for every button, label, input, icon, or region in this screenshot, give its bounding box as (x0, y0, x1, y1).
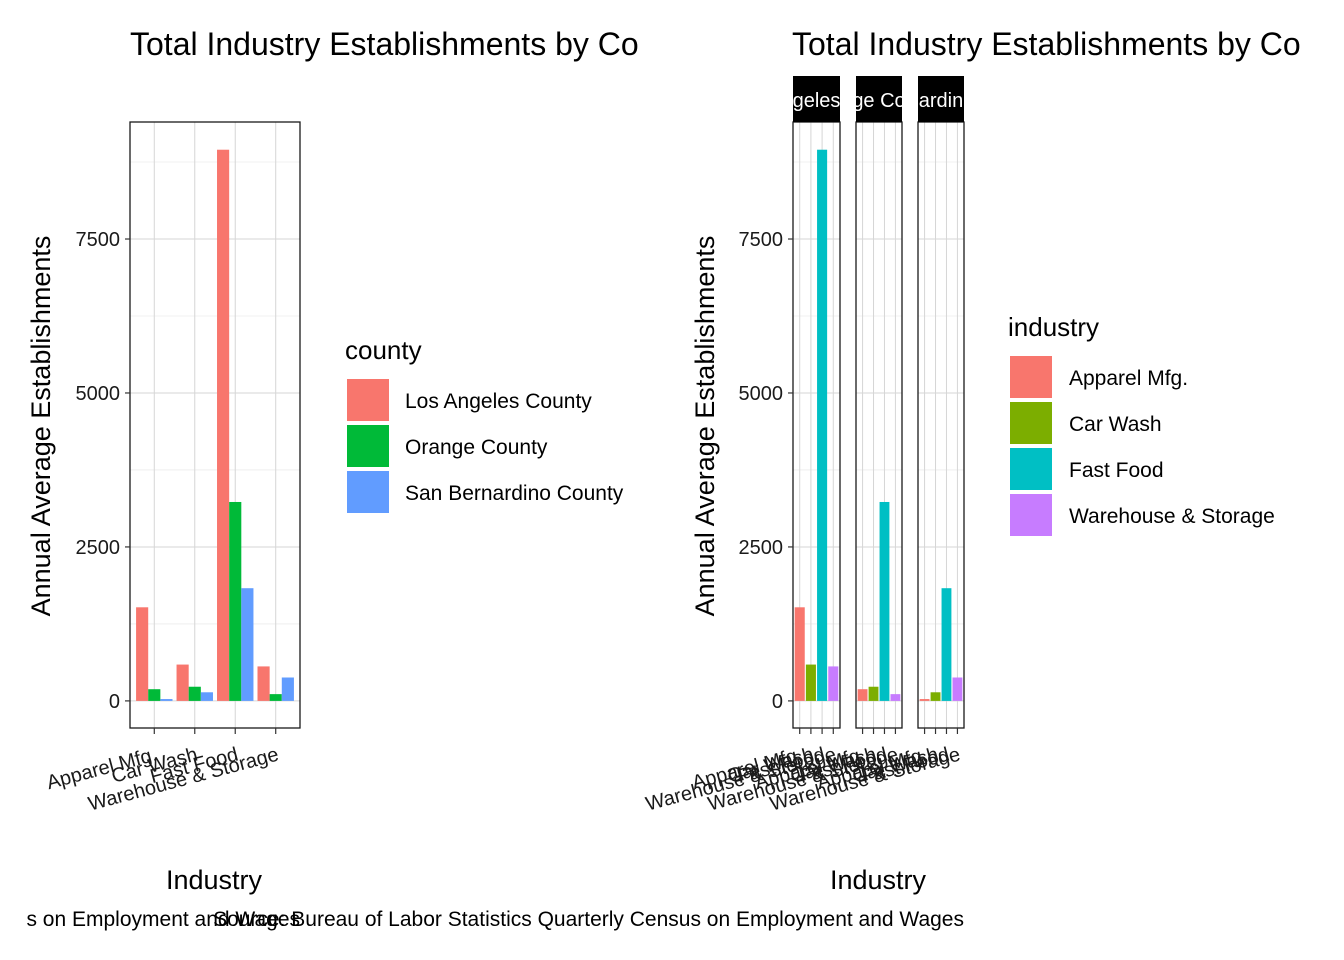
left-chart: Total Industry Establishments by Co 0 250… (26, 26, 639, 895)
left-y-axis-title: Annual Average Establishments (26, 236, 56, 617)
legend-key (347, 425, 389, 467)
left-panel-border (129, 121, 301, 729)
legend-key (1010, 402, 1052, 444)
facet-bar-2-1 (930, 692, 941, 701)
y-tick-label: 0 (109, 691, 120, 713)
right-x-axis-title: Industry (830, 865, 927, 895)
facet-bar-0-3 (828, 666, 839, 701)
legend-label: Warehouse & Storage (1069, 505, 1275, 528)
facet-bar-1-1 (868, 686, 879, 701)
facet-bar-0-2 (817, 149, 828, 701)
right-chart-title: Total Industry Establishments by Co (792, 26, 1301, 62)
left-legend: county Los Angeles County Orange County Sa… (345, 335, 624, 513)
left-caption: s on Employment and Wages (26, 908, 300, 931)
right-chart: Total Industry Establishments by Co gele… (644, 26, 1301, 895)
bar-san-bernardino-county-2 (241, 588, 254, 701)
facet-bar-2-2 (941, 588, 952, 701)
facet-bar-1-0 (857, 689, 868, 701)
facet-bar-1-3 (890, 694, 901, 701)
bar-orange-county-2 (229, 501, 242, 701)
left-x-axis-title: Industry (166, 865, 263, 895)
left-legend-title: county (345, 335, 422, 365)
right-y-axis-title: Annual Average Establishments (690, 236, 720, 617)
right-legend-title: industry (1008, 312, 1099, 342)
facet-panel: ardin (917, 76, 965, 729)
legend-label: Los Angeles County (405, 390, 592, 413)
legend-key (1010, 494, 1052, 536)
right-y-axis: 0 2500 5000 7500 (739, 229, 793, 713)
left-plot-panel (129, 121, 301, 729)
y-tick-label: 7500 (76, 229, 121, 251)
legend-key (1010, 356, 1052, 398)
facet-strip (793, 76, 840, 122)
bar-los-angeles-county-2 (217, 149, 230, 701)
bar-orange-county-1 (188, 686, 201, 701)
y-tick-label: 2500 (76, 537, 121, 559)
legend-key (347, 379, 389, 421)
facet-strip (856, 76, 902, 122)
facet-strip-label: ge Co (852, 90, 905, 112)
bar-los-angeles-county-0 (136, 607, 149, 701)
facet-background (856, 122, 902, 728)
right-plot-panels: geles ge Co ardin (792, 76, 965, 729)
legend-label: Car Wash (1069, 413, 1162, 436)
facet-panel: ge Co (852, 76, 905, 729)
facet-strip-label: ardin (919, 90, 963, 112)
bar-san-bernardino-county-3 (281, 677, 294, 701)
bar-orange-county-0 (148, 689, 161, 701)
y-tick-label: 5000 (739, 383, 784, 405)
bar-san-bernardino-county-0 (160, 699, 173, 701)
legend-key (1010, 448, 1052, 490)
facet-bar-0-0 (794, 607, 805, 701)
left-chart-title: Total Industry Establishments by Co (130, 26, 639, 62)
y-tick-label: 2500 (739, 537, 784, 559)
y-tick-label: 7500 (739, 229, 784, 251)
legend-label: Fast Food (1069, 459, 1164, 482)
bar-los-angeles-county-3 (257, 666, 270, 701)
facet-strip-label: geles (793, 90, 841, 112)
facet-panel: geles (792, 76, 841, 729)
bar-san-bernardino-county-1 (200, 692, 213, 701)
legend-key (347, 471, 389, 513)
facet-bar-2-0 (919, 699, 930, 701)
legend-label: Apparel Mfg. (1069, 367, 1188, 390)
facet-bar-0-1 (805, 664, 816, 701)
y-tick-label: 5000 (76, 383, 121, 405)
bar-los-angeles-county-1 (176, 664, 189, 701)
left-panel-background (130, 122, 300, 728)
facet-bar-1-2 (879, 501, 890, 701)
left-y-axis: 0 2500 5000 7500 (76, 229, 130, 713)
facet-background (918, 122, 964, 728)
y-tick-label: 0 (772, 691, 783, 713)
right-caption: Source: Bureau of Labor Statistics Quart… (213, 908, 964, 931)
legend-label: Orange County (405, 436, 548, 459)
facet-strip (918, 76, 964, 122)
legend-label: San Bernardino County (405, 482, 624, 505)
right-legend: industry Apparel Mfg. Car Wash Fast Food Wa… (1008, 312, 1275, 536)
bar-orange-county-3 (269, 694, 282, 701)
facet-bar-2-3 (952, 677, 963, 701)
